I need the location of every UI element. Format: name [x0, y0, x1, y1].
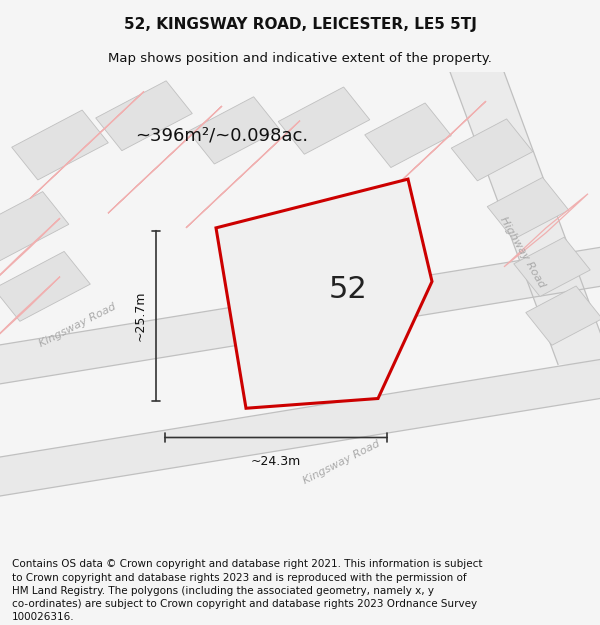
Polygon shape [216, 179, 432, 408]
Polygon shape [0, 192, 69, 264]
Polygon shape [188, 97, 280, 164]
Text: ~25.7m: ~25.7m [134, 291, 147, 341]
Polygon shape [514, 238, 590, 296]
Text: Contains OS data © Crown copyright and database right 2021. This information is : Contains OS data © Crown copyright and d… [12, 559, 482, 622]
Text: 52: 52 [329, 275, 367, 304]
Text: 52, KINGSWAY ROAD, LEICESTER, LE5 5TJ: 52, KINGSWAY ROAD, LEICESTER, LE5 5TJ [124, 18, 476, 32]
Text: Kingsway Road: Kingsway Road [302, 438, 382, 486]
Text: ~24.3m: ~24.3m [251, 454, 301, 468]
Polygon shape [0, 251, 90, 321]
Text: ~396m²/~0.098ac.: ~396m²/~0.098ac. [136, 126, 308, 144]
Polygon shape [278, 87, 370, 154]
Text: Kingsway Road: Kingsway Road [38, 302, 118, 349]
Polygon shape [451, 119, 533, 181]
Polygon shape [0, 350, 600, 501]
Text: Map shows position and indicative extent of the property.: Map shows position and indicative extent… [108, 52, 492, 65]
Polygon shape [0, 238, 600, 389]
Polygon shape [450, 72, 600, 364]
Polygon shape [526, 286, 600, 345]
Text: Highway Road: Highway Road [497, 215, 547, 289]
Polygon shape [12, 110, 108, 180]
Polygon shape [365, 103, 451, 168]
Polygon shape [96, 81, 192, 151]
Polygon shape [487, 177, 569, 239]
